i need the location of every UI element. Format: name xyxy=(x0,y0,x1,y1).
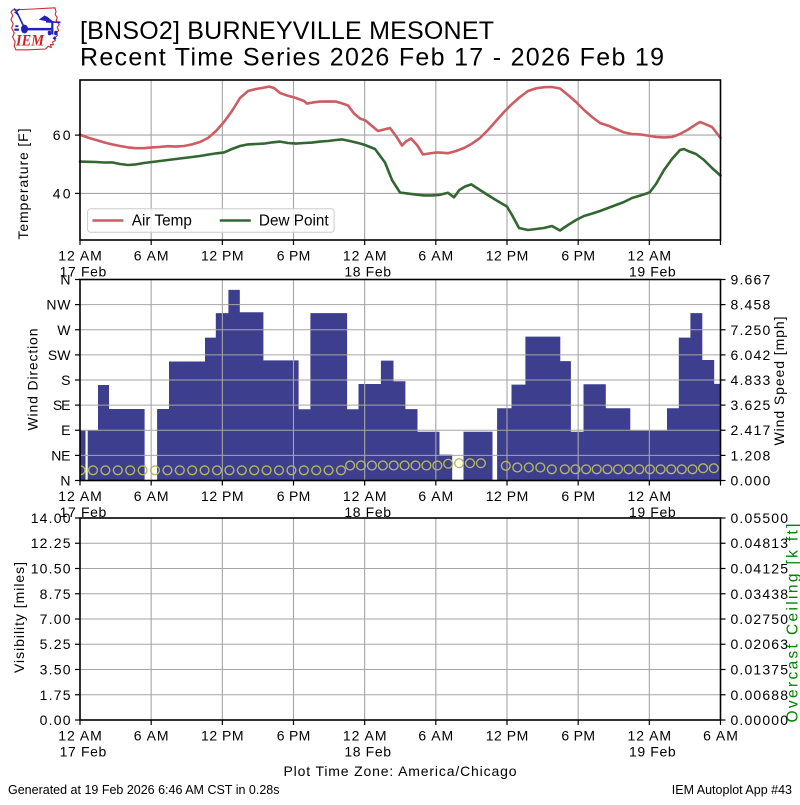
svg-text:0.02063: 0.02063 xyxy=(731,636,789,652)
svg-text:12 AM: 12 AM xyxy=(343,248,387,264)
svg-text:9.667: 9.667 xyxy=(731,272,771,288)
svg-text:Wind Speed [mph]: Wind Speed [mph] xyxy=(771,317,787,446)
svg-text:6 PM: 6 PM xyxy=(561,728,595,744)
svg-text:12 AM: 12 AM xyxy=(58,248,102,264)
svg-text:7.00: 7.00 xyxy=(40,611,71,627)
svg-text:40: 40 xyxy=(53,185,71,201)
svg-text:6 PM: 6 PM xyxy=(277,728,311,744)
svg-text:6 AM: 6 AM xyxy=(134,248,169,264)
svg-text:6 AM: 6 AM xyxy=(418,488,453,504)
svg-text:IEM: IEM xyxy=(15,33,45,50)
svg-text:N: N xyxy=(60,272,70,288)
svg-text:12 AM: 12 AM xyxy=(628,488,672,504)
svg-text:5.25: 5.25 xyxy=(40,636,71,652)
svg-text:6 PM: 6 PM xyxy=(277,248,311,264)
svg-text:Dew Point: Dew Point xyxy=(259,213,329,230)
svg-text:12 PM: 12 PM xyxy=(201,488,244,504)
svg-text:12 AM: 12 AM xyxy=(58,728,102,744)
svg-text:18 Feb: 18 Feb xyxy=(344,743,391,759)
svg-text:0.03438: 0.03438 xyxy=(731,586,789,602)
svg-text:N: N xyxy=(60,473,70,489)
svg-text:W: W xyxy=(57,322,71,338)
svg-text:2.417: 2.417 xyxy=(731,422,771,438)
svg-text:12 PM: 12 PM xyxy=(201,728,244,744)
svg-text:0.04813: 0.04813 xyxy=(731,535,789,551)
svg-text:SW: SW xyxy=(48,347,71,363)
svg-text:IEM Autoplot App #43: IEM Autoplot App #43 xyxy=(672,783,792,797)
svg-text:0.00: 0.00 xyxy=(40,712,71,728)
svg-text:4.833: 4.833 xyxy=(731,372,771,388)
svg-text:6 AM: 6 AM xyxy=(418,248,453,264)
svg-text:17 Feb: 17 Feb xyxy=(60,743,107,759)
svg-text:12 AM: 12 AM xyxy=(628,248,672,264)
svg-text:60: 60 xyxy=(53,127,71,143)
svg-text:0.00000: 0.00000 xyxy=(731,712,789,728)
svg-text:6 AM: 6 AM xyxy=(134,488,169,504)
svg-text:Wind Direction: Wind Direction xyxy=(25,329,41,431)
svg-text:6 PM: 6 PM xyxy=(561,248,595,264)
svg-text:Temperature [F]: Temperature [F] xyxy=(15,129,31,240)
svg-text:[BNSO2] BURNEYVILLE MESONET: [BNSO2] BURNEYVILLE MESONET xyxy=(80,17,494,45)
svg-text:Plot Time Zone: America/Chicag: Plot Time Zone: America/Chicago xyxy=(284,763,517,779)
svg-text:14.00: 14.00 xyxy=(31,510,71,526)
svg-text:NE: NE xyxy=(51,447,70,463)
svg-text:12 AM: 12 AM xyxy=(343,488,387,504)
svg-text:6 AM: 6 AM xyxy=(134,728,169,744)
svg-text:Air Temp: Air Temp xyxy=(132,213,192,230)
svg-text:8.75: 8.75 xyxy=(40,586,71,602)
svg-text:8.458: 8.458 xyxy=(731,297,771,313)
svg-text:12 PM: 12 PM xyxy=(486,248,529,264)
svg-text:0.00688: 0.00688 xyxy=(731,687,789,703)
svg-text:6 PM: 6 PM xyxy=(277,488,311,504)
svg-text:S: S xyxy=(61,372,70,388)
svg-text:3.50: 3.50 xyxy=(40,662,71,678)
svg-text:Visibility [miles]: Visibility [miles] xyxy=(11,562,27,673)
svg-text:0.05500: 0.05500 xyxy=(731,510,789,526)
svg-text:1.208: 1.208 xyxy=(731,447,771,463)
svg-text:18 Feb: 18 Feb xyxy=(344,263,391,279)
svg-text:12.25: 12.25 xyxy=(31,535,71,551)
svg-text:Generated at 19 Feb 2026 6:46: Generated at 19 Feb 2026 6:46 AM CST in … xyxy=(8,783,279,797)
svg-text:Recent Time Series 2026 Feb 17: Recent Time Series 2026 Feb 17 - 2026 Fe… xyxy=(80,44,664,72)
svg-text:12 AM: 12 AM xyxy=(343,728,387,744)
svg-text:6 AM: 6 AM xyxy=(703,728,738,744)
svg-text:3.625: 3.625 xyxy=(731,397,771,413)
svg-text:12 AM: 12 AM xyxy=(628,728,672,744)
svg-text:12 PM: 12 PM xyxy=(201,248,244,264)
svg-text:NW: NW xyxy=(46,297,71,313)
svg-text:0.02750: 0.02750 xyxy=(731,611,789,627)
svg-text:19 Feb: 19 Feb xyxy=(629,263,676,279)
svg-text:E: E xyxy=(61,422,70,438)
svg-text:19 Feb: 19 Feb xyxy=(629,743,676,759)
svg-text:12 AM: 12 AM xyxy=(58,488,102,504)
svg-text:10.50: 10.50 xyxy=(31,561,71,577)
svg-text:7.250: 7.250 xyxy=(731,322,771,338)
svg-text:6 AM: 6 AM xyxy=(418,728,453,744)
svg-text:0.000: 0.000 xyxy=(731,473,771,489)
svg-text:6 PM: 6 PM xyxy=(561,488,595,504)
svg-text:0.01375: 0.01375 xyxy=(731,662,789,678)
svg-text:1.75: 1.75 xyxy=(40,687,71,703)
svg-text:12 PM: 12 PM xyxy=(486,488,529,504)
svg-text:12 PM: 12 PM xyxy=(486,728,529,744)
svg-text:6.042: 6.042 xyxy=(731,347,771,363)
svg-text:SE: SE xyxy=(53,397,71,413)
svg-text:0.04125: 0.04125 xyxy=(731,561,789,577)
